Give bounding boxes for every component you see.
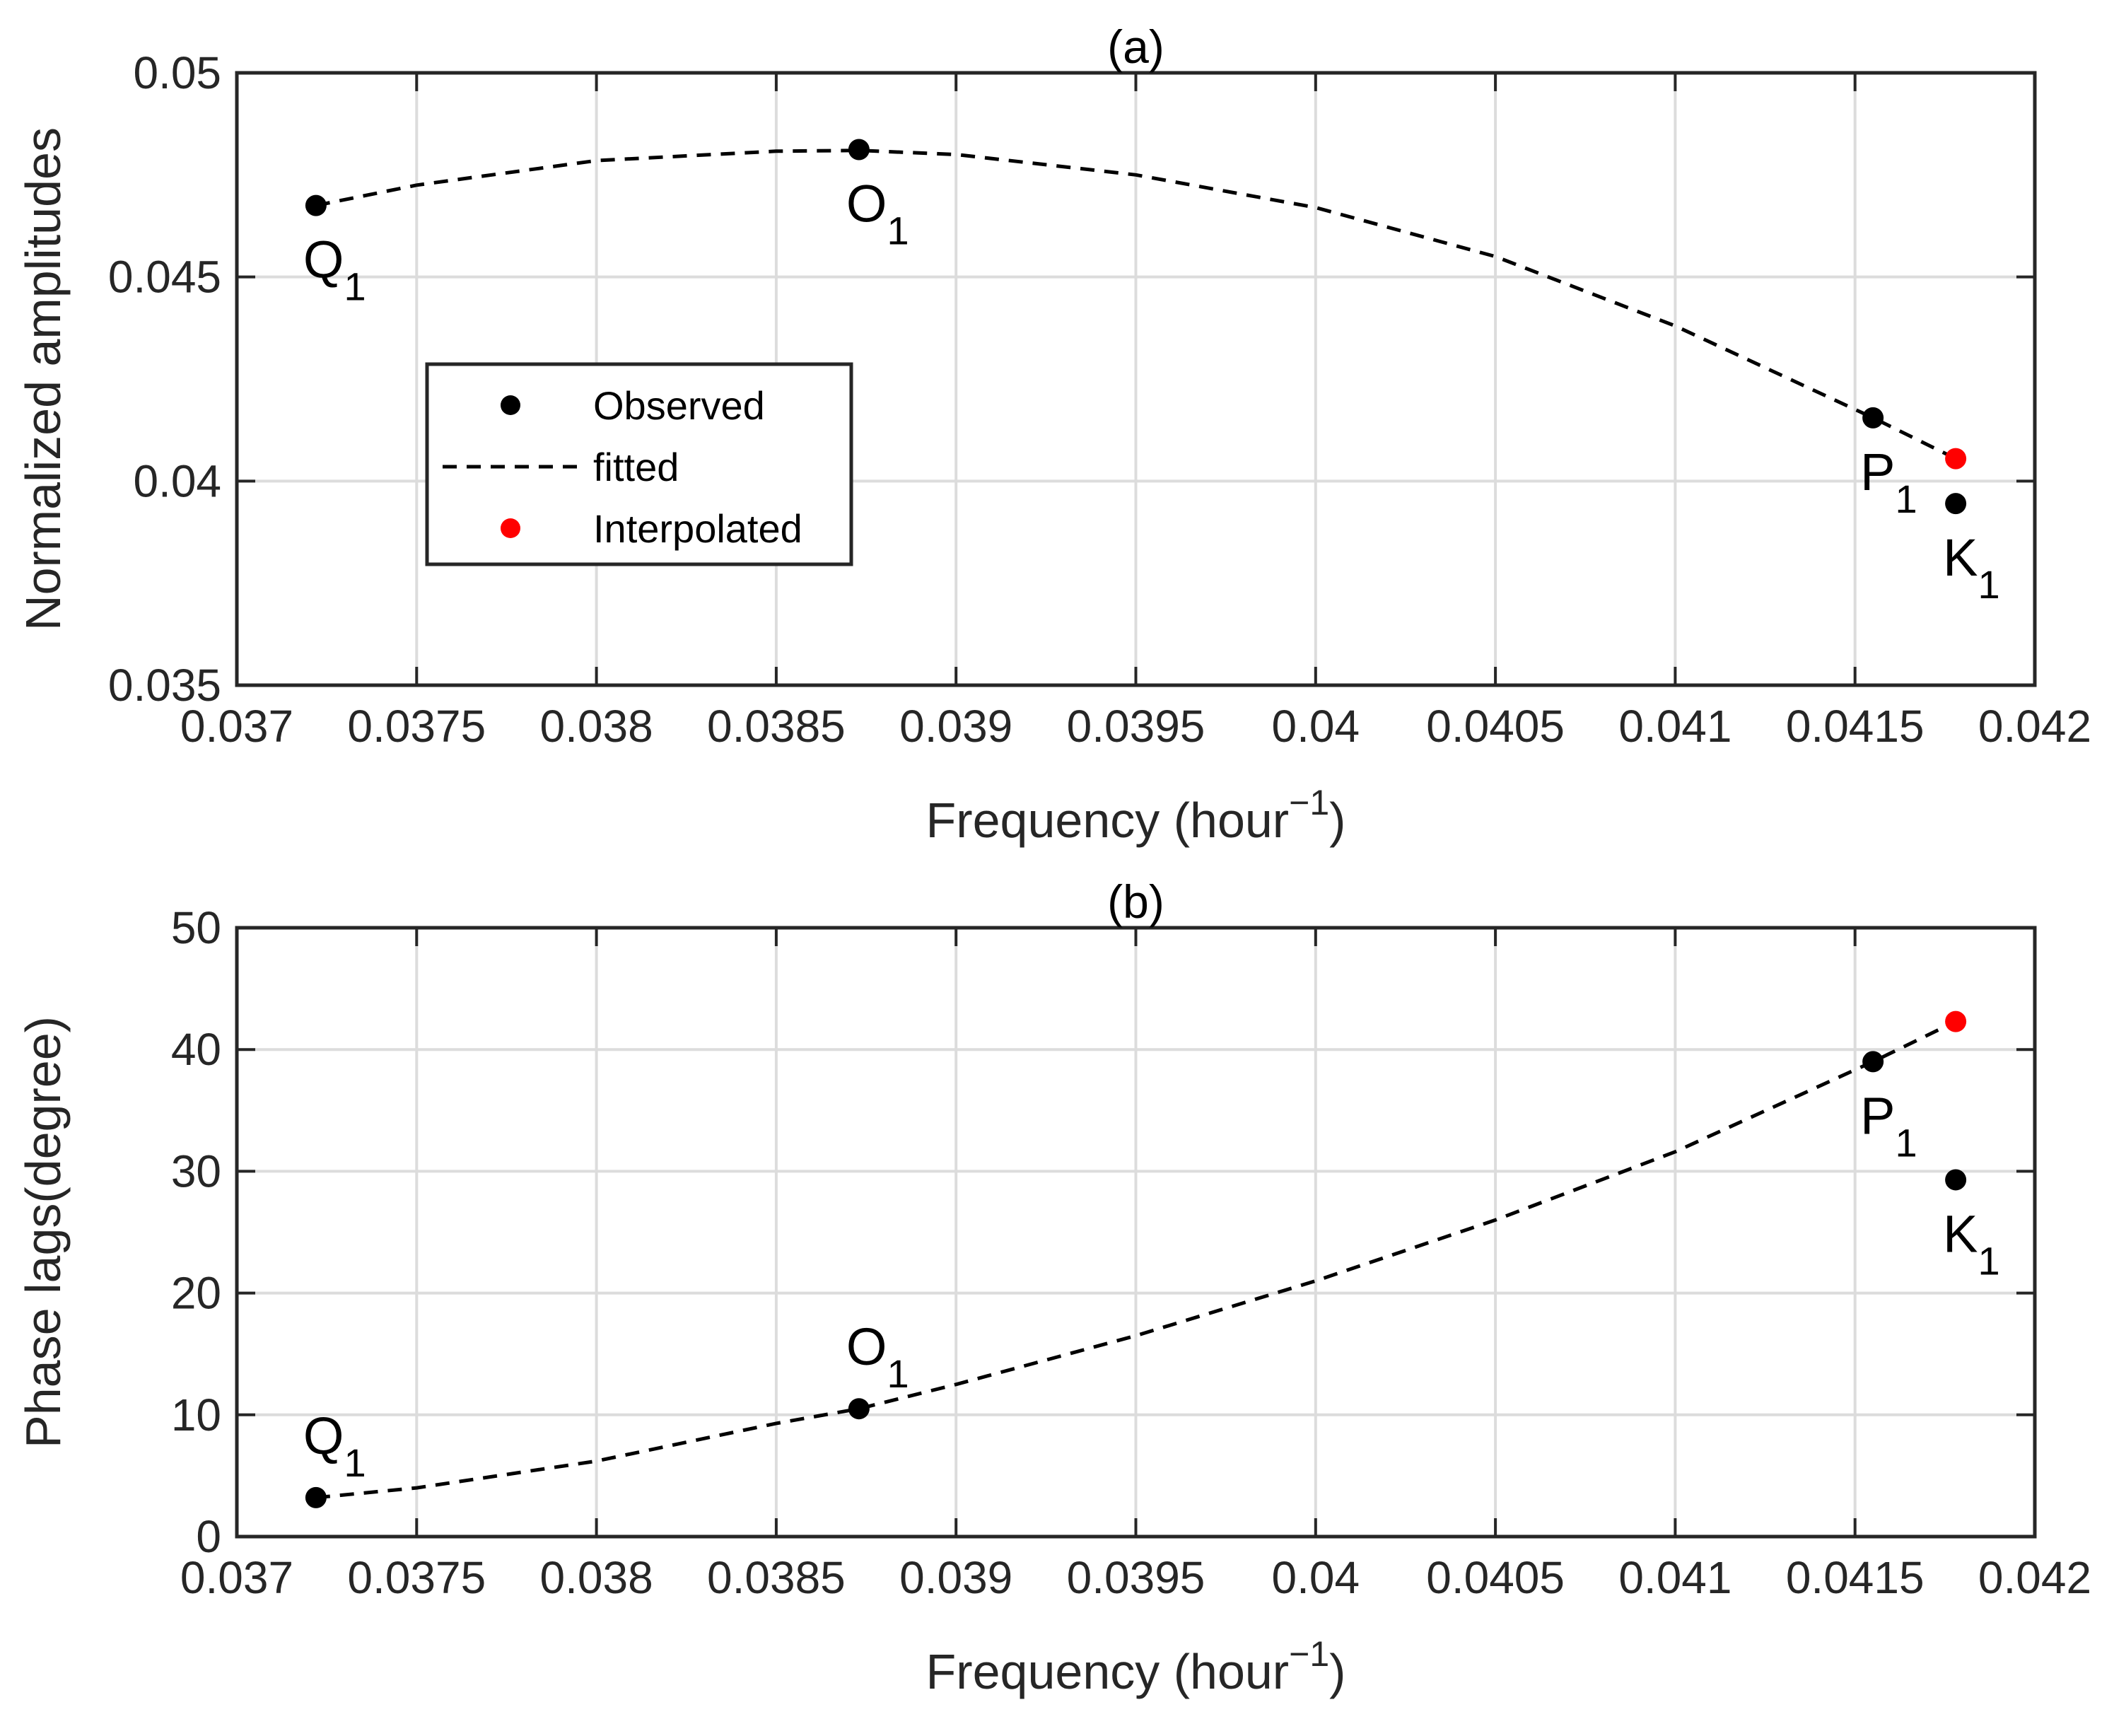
- y-tick-label: 20: [171, 1268, 221, 1319]
- x-tick-label: 0.0415: [1786, 701, 1925, 752]
- x-tick-label: 0.0375: [347, 701, 486, 752]
- point-label-letter: P: [1860, 1086, 1895, 1145]
- point-label-letter: Q: [303, 1406, 344, 1465]
- point-label: Q1: [303, 1406, 366, 1485]
- point-label-letter: Q: [303, 231, 344, 289]
- chart-panel-b: 0.037 0.0375 0.038 0.0385 0.039 0.0395 0.04 0.0…: [16, 875, 2091, 1699]
- point-label-sub: 1: [344, 264, 366, 309]
- x-axis-label: Frequency (hour−1): [926, 1634, 1346, 1699]
- point-label: P1: [1860, 1086, 1917, 1165]
- point-label-sub: 1: [344, 1440, 366, 1485]
- x-axis-label-close: ): [1329, 1644, 1345, 1699]
- legend-marker-dot: [501, 518, 520, 538]
- y-tick-label: 0.05: [133, 47, 221, 98]
- data-point-observed: [848, 139, 870, 161]
- data-point-interpolated: [1945, 1010, 1967, 1032]
- chart-panel-a: 0.037 0.0375 0.038 0.0385 0.039 0.0395 0.04 0.0…: [16, 21, 2091, 848]
- x-tick-label: 0.0405: [1426, 701, 1565, 752]
- y-tick-label: 50: [171, 902, 221, 953]
- point-label-letter: K: [1943, 1204, 1978, 1263]
- data-point-observed: [305, 194, 327, 216]
- legend-label: Observed: [593, 383, 765, 428]
- point-label-sub: 1: [887, 1351, 909, 1396]
- x-tick-label: 0.037: [180, 701, 293, 752]
- point-label: P1: [1860, 443, 1917, 521]
- y-tick-label: 0: [196, 1511, 221, 1562]
- x-tick-label: 0.04: [1272, 1552, 1360, 1603]
- x-tick-label: 0.038: [540, 701, 653, 752]
- y-axis-label: Normalized amplitudes: [16, 127, 71, 631]
- point-label: O1: [846, 1317, 909, 1396]
- point-label-sub: 1: [1895, 1120, 1917, 1165]
- point-label-letter: P: [1860, 443, 1895, 501]
- chart-title: (b): [1107, 875, 1164, 928]
- y-tick-label: 10: [171, 1390, 221, 1440]
- legend-box: [425, 362, 853, 566]
- x-tick-label: 0.038: [540, 1552, 653, 1603]
- data-point-observed: [1945, 493, 1967, 515]
- x-tick-label: 0.0395: [1067, 1552, 1205, 1603]
- data-point-observed: [1862, 407, 1884, 429]
- x-axis-label-text: Frequency (hour: [926, 793, 1290, 848]
- axes-box: [235, 926, 2037, 1539]
- data-point-observed: [1862, 1051, 1884, 1073]
- x-axis-label: Frequency (hour−1): [926, 783, 1346, 848]
- x-tick-label: 0.041: [1618, 701, 1732, 752]
- data-point-observed: [1945, 1169, 1967, 1191]
- x-axis-label-sup: −1: [1289, 1634, 1329, 1674]
- x-tick-label: 0.0395: [1067, 701, 1205, 752]
- legend: Observed fitted Interpolated: [425, 362, 853, 566]
- data-point-observed: [305, 1486, 327, 1508]
- point-label-letter: O: [846, 175, 887, 233]
- point-label-sub: 1: [1895, 477, 1917, 521]
- point-label: Q1: [303, 231, 366, 309]
- x-tick-label: 0.037: [180, 1552, 293, 1603]
- chart-title: (a): [1107, 21, 1164, 73]
- x-tick-label: 0.0385: [707, 1552, 846, 1603]
- point-label: K1: [1943, 528, 2000, 607]
- x-tick-label: 0.042: [1978, 1552, 2091, 1603]
- x-tick-label: 0.039: [899, 701, 1012, 752]
- point-label-letter: O: [846, 1317, 887, 1376]
- point-label-sub: 1: [887, 209, 909, 253]
- x-tick-label: 0.0405: [1426, 1552, 1565, 1603]
- point-label: K1: [1943, 1204, 2000, 1283]
- series-fitted-line: [315, 148, 1957, 460]
- axes-box: [235, 71, 2037, 687]
- x-tick-label: 0.0415: [1786, 1552, 1925, 1603]
- x-tick-label: 0.0385: [707, 701, 846, 752]
- x-tick-label: 0.0375: [347, 1552, 486, 1603]
- y-axis-label: Phase lags(degree): [16, 1016, 71, 1448]
- x-tick-label: 0.039: [899, 1552, 1012, 1603]
- data-point-interpolated: [1945, 448, 1967, 470]
- legend-label: Interpolated: [593, 506, 802, 551]
- x-axis-label-close: ): [1329, 793, 1345, 848]
- y-tick-label: 0.04: [133, 455, 221, 506]
- series-fitted-line: [315, 1020, 1957, 1500]
- x-axis-label-text: Frequency (hour: [926, 1644, 1290, 1699]
- y-tick-label: 0.045: [108, 252, 221, 303]
- x-tick-label: 0.041: [1618, 1552, 1732, 1603]
- legend-marker-dot: [501, 395, 520, 415]
- y-tick-label: 30: [171, 1146, 221, 1196]
- point-label-letter: K: [1943, 528, 1978, 587]
- x-tick-label: 0.04: [1272, 701, 1360, 752]
- x-axis-label-sup: −1: [1289, 783, 1329, 822]
- data-point-observed: [848, 1398, 870, 1420]
- y-tick-label: 40: [171, 1024, 221, 1075]
- legend-label: fitted: [593, 445, 679, 489]
- x-tick-label: 0.042: [1978, 701, 2091, 752]
- point-label-sub: 1: [1978, 562, 1999, 607]
- y-tick-label: 0.035: [108, 660, 221, 711]
- point-label: O1: [846, 175, 909, 253]
- point-label-sub: 1: [1978, 1238, 1999, 1283]
